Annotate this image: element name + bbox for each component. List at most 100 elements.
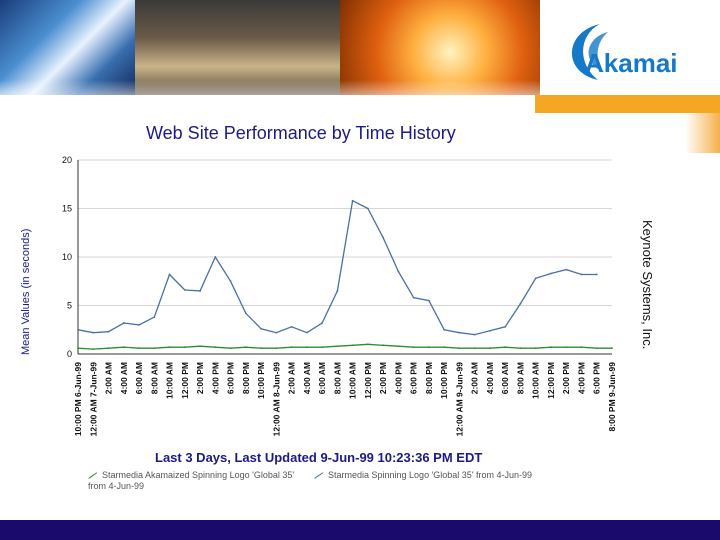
x-tick-label: 2:00 AM xyxy=(470,362,480,394)
data-point xyxy=(458,331,461,334)
y-tick-label: 10 xyxy=(62,252,72,262)
data-point xyxy=(412,296,415,299)
data-point xyxy=(458,347,461,350)
legend-swatch xyxy=(88,471,98,480)
x-tick-label: 6:00 PM xyxy=(409,362,419,394)
data-point xyxy=(534,277,537,280)
x-tick-label: 6:00 AM xyxy=(500,362,510,394)
data-point xyxy=(183,346,186,349)
x-tick-label: 8:00 PM xyxy=(424,362,434,394)
data-point xyxy=(138,347,140,350)
x-tick-label: 2:00 AM xyxy=(287,362,297,394)
data-point xyxy=(595,347,598,350)
data-point xyxy=(244,346,247,349)
data-point xyxy=(580,346,583,349)
x-tick-label: 10:00 AM xyxy=(165,362,175,399)
data-point xyxy=(321,346,324,349)
data-point xyxy=(397,270,400,273)
y-tick-label: 5 xyxy=(67,301,72,311)
series-line-0 xyxy=(77,343,612,350)
x-tick-label: 10:00 PM 6-Jun-99 xyxy=(73,362,83,436)
x-tick-label: 2:00 PM xyxy=(561,362,571,394)
x-tick-label: 10:00 AM xyxy=(531,362,541,399)
footer-bar xyxy=(0,520,720,540)
data-point xyxy=(92,348,95,351)
legend-swatch xyxy=(314,471,324,480)
x-tick-label: 4:00 PM xyxy=(210,362,220,394)
data-point xyxy=(489,347,491,350)
data-point xyxy=(77,347,79,350)
x-tick-label: 10:00 PM xyxy=(256,362,266,399)
data-point xyxy=(122,346,125,349)
legend-entry-akamaized: Starmedia Akamaized Spinning Logo 'Globa… xyxy=(88,470,298,492)
akamai-logo-icon xyxy=(571,24,608,80)
data-point xyxy=(336,345,339,348)
data-point xyxy=(351,199,354,202)
x-tick-label: 12:00 AM 7-Jun-99 xyxy=(88,362,98,437)
data-point xyxy=(428,346,430,349)
data-point xyxy=(168,346,171,349)
x-tick-label: 6:00 AM xyxy=(134,362,144,394)
data-point xyxy=(183,289,186,291)
x-tick-label: 4:00 AM xyxy=(302,362,312,394)
orange-accent-bar xyxy=(535,95,720,113)
x-tick-label: 4:00 AM xyxy=(485,362,495,394)
data-point xyxy=(382,236,385,239)
data-point xyxy=(366,343,369,346)
control-room-photo xyxy=(135,0,340,95)
x-tick-label: 12:00 PM xyxy=(363,362,373,399)
side-stripe xyxy=(685,113,720,153)
data-point xyxy=(412,346,415,349)
data-point xyxy=(290,325,293,328)
data-point xyxy=(244,312,247,315)
data-point xyxy=(321,322,324,324)
data-point xyxy=(473,333,476,336)
data-point xyxy=(77,328,79,331)
x-tick-label: 2:00 PM xyxy=(378,362,388,394)
data-point xyxy=(275,347,278,350)
legend-entry-standard: Starmedia Spinning Logo 'Global 35' from… xyxy=(314,470,544,481)
data-point xyxy=(336,290,339,292)
data-point xyxy=(153,316,156,319)
data-point xyxy=(443,346,446,349)
data-point xyxy=(92,331,95,334)
data-point xyxy=(397,345,400,348)
data-point xyxy=(229,347,232,350)
x-tick-label: 10:00 PM xyxy=(439,362,449,399)
data-point xyxy=(489,329,491,332)
y-tick-label: 15 xyxy=(62,204,72,214)
x-tick-label: 10:00 AM xyxy=(348,362,358,399)
data-point xyxy=(260,347,262,350)
data-point xyxy=(580,273,583,276)
data-point xyxy=(153,347,156,350)
data-point xyxy=(229,280,232,283)
logo-text: Akamai xyxy=(585,48,678,78)
data-point xyxy=(305,331,308,334)
data-point xyxy=(260,327,262,330)
x-tick-label: 8:00 AM xyxy=(332,362,342,394)
data-point xyxy=(443,328,446,331)
x-tick-label: 12:00 PM xyxy=(180,362,190,399)
data-point xyxy=(138,324,140,326)
header-banner xyxy=(0,0,720,110)
data-point xyxy=(519,347,522,350)
x-tick-label: 8:00 AM xyxy=(515,362,525,394)
wave-photo xyxy=(0,0,135,95)
data-point xyxy=(428,299,430,302)
x-tick-label: 6:00 PM xyxy=(226,362,236,394)
x-tick-label: 4:00 AM xyxy=(119,362,129,394)
chart-title: Web Site Performance by Time History xyxy=(146,123,456,143)
chart-subtitle: Last 3 Days, Last Updated 9-Jun-99 10:23… xyxy=(155,450,483,465)
data-point xyxy=(122,322,125,324)
legend-label: Starmedia Akamaized Spinning Logo 'Globa… xyxy=(88,470,295,491)
data-point xyxy=(214,346,217,349)
x-tick-label: 8:00 AM xyxy=(149,362,159,394)
x-tick-label: 6:00 PM xyxy=(592,362,602,394)
x-tick-label: 6:00 AM xyxy=(317,362,327,394)
x-tick-label: 2:00 AM xyxy=(104,362,114,394)
x-tick-label: 8:00 PM xyxy=(241,362,251,394)
data-point xyxy=(504,325,507,328)
data-point xyxy=(595,273,598,276)
globe-photo xyxy=(340,0,540,95)
